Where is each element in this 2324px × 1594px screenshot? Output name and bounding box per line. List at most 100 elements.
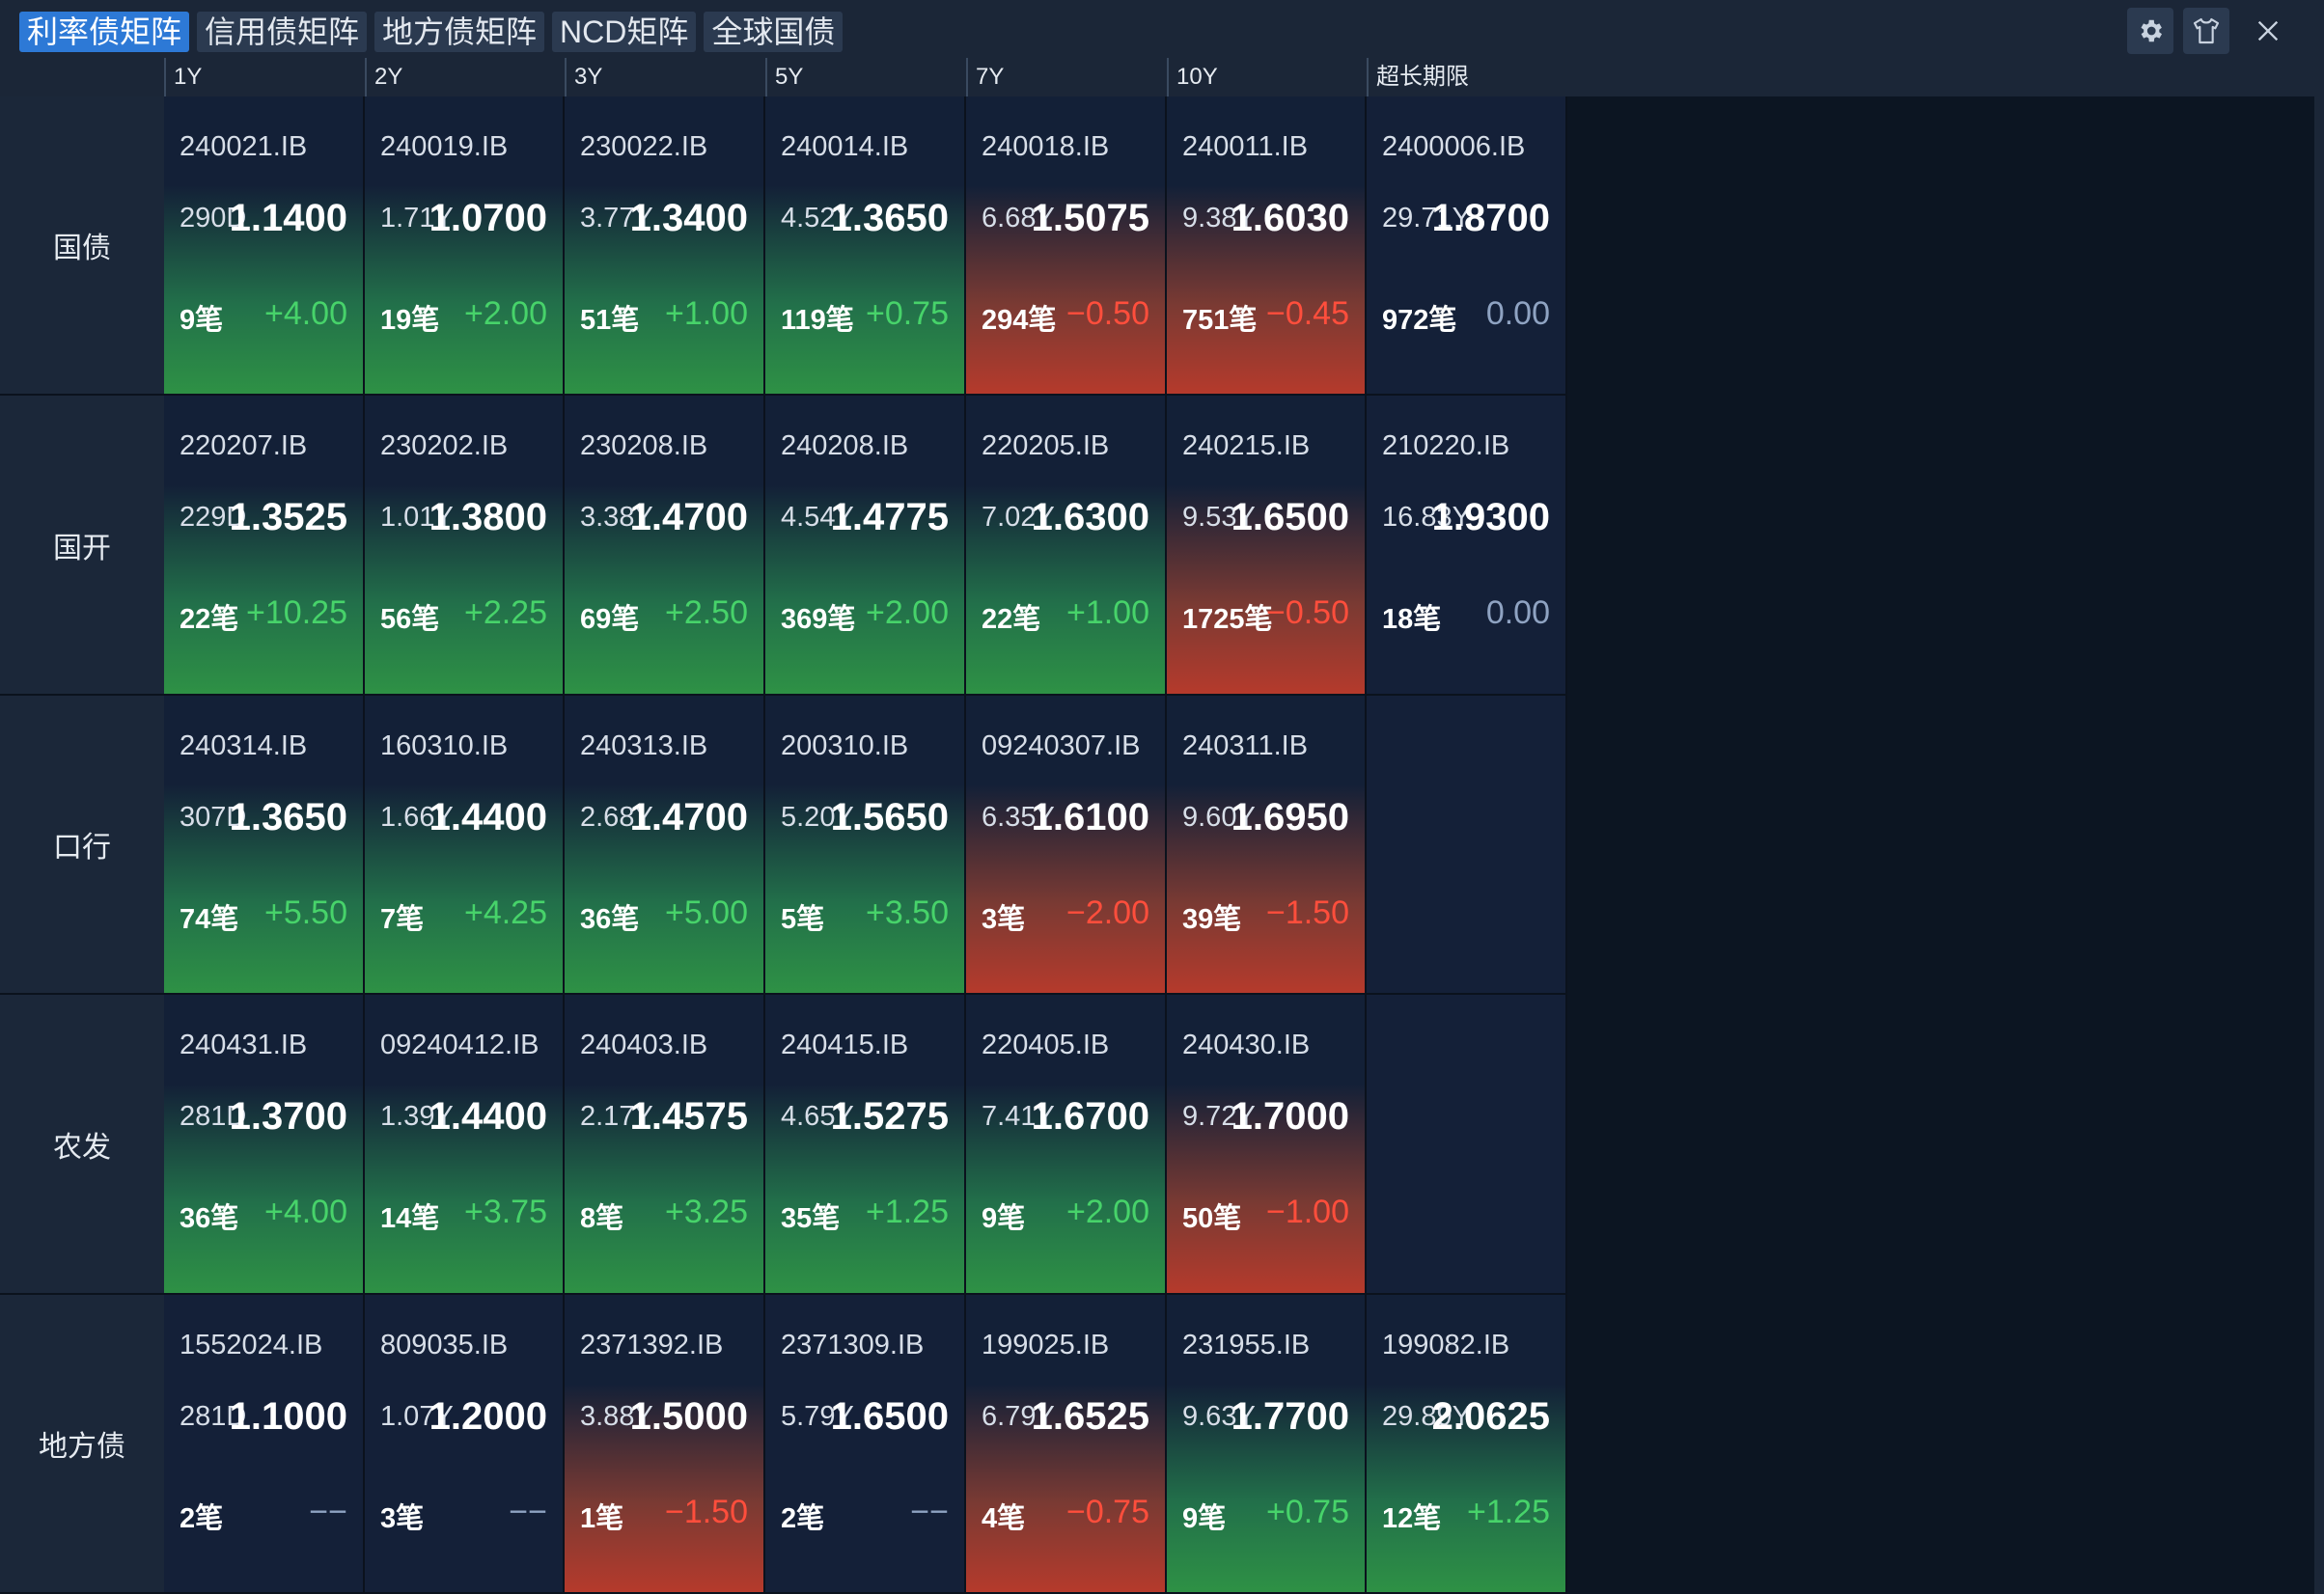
bond-cell[interactable]: 200310.IB 5.20Y 1.5650 5笔 +3.50 [765, 696, 966, 995]
bond-cell[interactable]: 09240412.IB 1.39Y 1.4400 14笔 +3.75 [365, 995, 565, 1295]
bond-term: 3.77Y [580, 203, 653, 234]
trade-count: 74笔 [180, 904, 239, 935]
yield-change: +0.75 [865, 295, 949, 332]
row-label-0[interactable]: 国债 [0, 96, 164, 396]
trade-count: 2笔 [180, 1503, 224, 1534]
yield-change: −− [309, 1494, 347, 1530]
bond-code: 240021.IB [180, 131, 308, 162]
bond-cell[interactable]: 240431.IB 281D 1.3700 36笔 +4.00 [164, 995, 365, 1295]
yield-change: +1.00 [1065, 594, 1149, 631]
yield-change: −1.50 [1265, 894, 1349, 931]
bond-cell[interactable]: 230208.IB 3.38Y 1.4700 69笔 +2.50 [565, 396, 765, 696]
trade-count: 1725笔 [1182, 604, 1273, 635]
skin-button[interactable] [2183, 8, 2229, 54]
column-header-3[interactable]: 5Y [765, 58, 966, 96]
bond-cell[interactable]: 240415.IB 4.65Y 1.5275 35笔 +1.25 [765, 995, 966, 1295]
bond-cell[interactable]: 240019.IB 1.71Y 1.0700 19笔 +2.00 [365, 96, 565, 396]
tab-list: 利率债矩阵 信用债矩阵 地方债矩阵 NCD矩阵 全球国债 [19, 12, 850, 52]
bond-cell[interactable]: 240011.IB 9.38Y 1.6030 751笔 −0.45 [1167, 96, 1367, 396]
trade-count: 751笔 [1182, 305, 1258, 336]
yield-change: +2.00 [865, 594, 949, 631]
bond-term: 6.35Y [982, 802, 1055, 833]
row-label-4[interactable]: 地方债 [0, 1295, 164, 1594]
column-header-5[interactable]: 10Y [1167, 58, 1367, 96]
bond-yield: 1.2000 [429, 1395, 547, 1438]
yield-change: +3.25 [664, 1194, 748, 1230]
yield-change: +4.00 [263, 295, 347, 332]
bond-cell[interactable]: 2371392.IB 3.88Y 1.5000 1笔 −1.50 [565, 1295, 765, 1594]
bond-cell[interactable]: 240014.IB 4.52Y 1.3650 119笔 +0.75 [765, 96, 966, 396]
bond-cell[interactable]: 230022.IB 3.77Y 1.3400 51笔 +1.00 [565, 96, 765, 396]
bond-cell[interactable]: 220207.IB 229D 1.3525 22笔 +10.25 [164, 396, 365, 696]
bond-yield: 1.6500 [830, 1395, 949, 1438]
bond-cell[interactable]: 240403.IB 2.17Y 1.4575 8笔 +3.25 [565, 995, 765, 1295]
bond-term: 290D [180, 203, 247, 234]
bond-cell[interactable]: 230202.IB 1.01Y 1.3800 56笔 +2.25 [365, 396, 565, 696]
bond-cell[interactable]: 809035.IB 1.07Y 1.2000 3笔 −− [365, 1295, 565, 1594]
bond-term: 2.17Y [580, 1101, 653, 1132]
bond-term: 9.53Y [1182, 502, 1256, 533]
settings-button[interactable] [2127, 8, 2173, 54]
yield-change: +2.50 [664, 594, 748, 631]
bond-cell[interactable]: 09240307.IB 6.35Y 1.6100 3笔 −2.00 [966, 696, 1167, 995]
bond-yield: 1.6950 [1231, 796, 1349, 838]
bond-cell[interactable]: 160310.IB 1.66Y 1.4400 7笔 +4.25 [365, 696, 565, 995]
bond-cell[interactable]: 220405.IB 7.41Y 1.6700 9笔 +2.00 [966, 995, 1167, 1295]
tab-2[interactable]: 地方债矩阵 [374, 12, 545, 52]
bond-cell[interactable]: 240208.IB 4.54Y 1.4775 369笔 +2.00 [765, 396, 966, 696]
row-label-3[interactable]: 农发 [0, 995, 164, 1295]
trade-count: 9笔 [1182, 1503, 1227, 1534]
close-button[interactable] [2239, 8, 2297, 54]
bond-code: 220405.IB [982, 1030, 1110, 1060]
bond-cell[interactable]: 240314.IB 307D 1.3650 74笔 +5.50 [164, 696, 365, 995]
bond-term: 29.89Y [1382, 1401, 1471, 1432]
bond-yield: 1.5075 [1031, 197, 1149, 239]
trade-count: 2笔 [781, 1503, 825, 1534]
bond-yield: 1.3700 [229, 1095, 347, 1138]
bond-yield: 1.3400 [629, 197, 748, 239]
column-header-6[interactable]: 超长期限 [1367, 58, 1567, 96]
bond-yield: 1.1400 [229, 197, 347, 239]
trade-count: 3笔 [380, 1503, 425, 1534]
bond-code: 1552024.IB [180, 1330, 323, 1360]
trade-count: 9笔 [982, 1203, 1026, 1234]
column-header-4[interactable]: 7Y [966, 58, 1167, 96]
bond-code: 199025.IB [982, 1330, 1110, 1360]
bond-cell[interactable]: 240311.IB 9.60Y 1.6950 39笔 −1.50 [1167, 696, 1367, 995]
bond-cell[interactable]: 1552024.IB 281D 1.1000 2笔 −− [164, 1295, 365, 1594]
tab-1[interactable]: 信用债矩阵 [197, 12, 368, 52]
tab-0[interactable]: 利率债矩阵 [19, 12, 190, 52]
column-header-2[interactable]: 3Y [565, 58, 765, 96]
bond-code: 230022.IB [580, 131, 708, 162]
bond-cell[interactable]: 2400006.IB 29.71Y 1.8700 972笔 0.00 [1367, 96, 1567, 396]
trade-count: 4笔 [982, 1503, 1026, 1534]
bond-cell[interactable]: 231955.IB 9.63Y 1.7700 9笔 +0.75 [1167, 1295, 1367, 1594]
bond-cell[interactable]: 220205.IB 7.02Y 1.6300 22笔 +1.00 [966, 396, 1167, 696]
tab-4[interactable]: 全球国债 [704, 12, 844, 52]
bond-code: 230208.IB [580, 430, 708, 461]
bond-cell[interactable]: 199025.IB 6.79Y 1.6525 4笔 −0.75 [966, 1295, 1167, 1594]
trade-count: 9笔 [180, 305, 224, 336]
bond-cell[interactable]: 240430.IB 9.72Y 1.7000 50笔 −1.00 [1167, 995, 1367, 1295]
bond-cell[interactable]: 2371309.IB 5.79Y 1.6500 2笔 −− [765, 1295, 966, 1594]
bond-cell[interactable]: 199082.IB 29.89Y 2.0625 12笔 +1.25 [1367, 1295, 1567, 1594]
tab-3[interactable]: NCD矩阵 [552, 12, 697, 52]
yield-change: +10.25 [246, 594, 347, 631]
shirt-icon [2193, 17, 2220, 44]
bond-yield: 1.4700 [629, 496, 748, 538]
bond-yield: 1.6030 [1231, 197, 1349, 239]
bond-yield: 1.6700 [1031, 1095, 1149, 1138]
bond-cell[interactable]: 240313.IB 2.68Y 1.4700 36笔 +5.00 [565, 696, 765, 995]
bond-cell[interactable]: 240215.IB 9.53Y 1.6500 1725笔 −0.50 [1167, 396, 1367, 696]
bond-cell[interactable]: 210220.IB 16.83Y 1.9300 18笔 0.00 [1367, 396, 1567, 696]
bond-term: 16.83Y [1382, 502, 1471, 533]
trade-count: 369笔 [781, 604, 856, 635]
bond-cell[interactable]: 240018.IB 6.68Y 1.5075 294笔 −0.50 [966, 96, 1167, 396]
yield-change: +1.25 [865, 1194, 949, 1230]
bond-cell[interactable]: 240021.IB 290D 1.1400 9笔 +4.00 [164, 96, 365, 396]
bond-code: 2371392.IB [580, 1330, 724, 1360]
row-label-2[interactable]: 口行 [0, 696, 164, 995]
column-header-1[interactable]: 2Y [365, 58, 565, 96]
row-label-1[interactable]: 国开 [0, 396, 164, 696]
column-header-0[interactable]: 1Y [164, 58, 365, 96]
